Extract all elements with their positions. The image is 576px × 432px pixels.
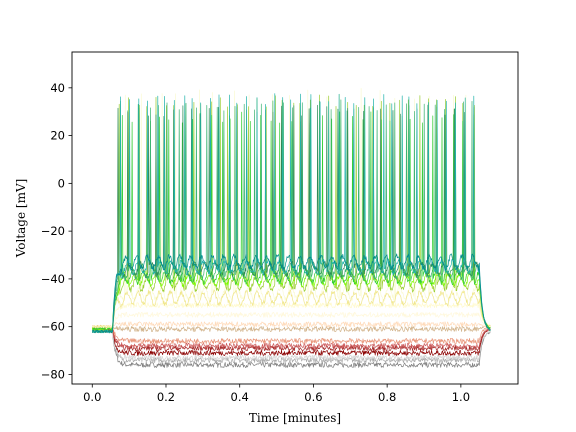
- y-axis-label: Voltage [mV]: [14, 179, 28, 259]
- traces: [91, 87, 491, 368]
- y-tick-label: −60: [41, 320, 65, 334]
- x-tick-label: 0.8: [378, 390, 396, 404]
- y-axis: −80 −60 −40 −20 0 20 40: [41, 81, 72, 381]
- voltage-trace: [91, 302, 491, 329]
- y-tick-label: −40: [41, 272, 65, 286]
- x-tick-label: 0.0: [83, 390, 101, 404]
- voltage-trace: [91, 321, 491, 329]
- voltage-trace: [91, 329, 491, 368]
- x-tick-label: 0.6: [304, 390, 322, 404]
- voltage-trace: [92, 329, 491, 361]
- voltage-trace: [91, 311, 491, 329]
- voltage-trace: [91, 325, 491, 333]
- x-axis-label: Time [minutes]: [249, 411, 341, 425]
- x-axis: 0.0 0.2 0.4 0.6 0.8 1.0: [83, 384, 470, 404]
- y-tick-label: −20: [41, 224, 65, 238]
- x-tick-label: 1.0: [452, 390, 470, 404]
- y-tick-label: 20: [50, 129, 65, 143]
- voltage-trace: [91, 99, 491, 334]
- y-tick-label: 40: [50, 81, 65, 95]
- x-tick-label: 0.4: [231, 390, 249, 404]
- voltage-trace: [91, 324, 491, 344]
- x-tick-label: 0.2: [157, 390, 175, 404]
- y-tick-label: −80: [41, 367, 65, 381]
- voltage-trace: [92, 111, 491, 331]
- y-tick-label: 0: [58, 176, 65, 190]
- plot-frame: [71, 51, 519, 385]
- voltage-trace: [92, 253, 491, 334]
- voltage-trace: [92, 327, 491, 349]
- voltage-trace: [91, 270, 491, 331]
- voltage-trace: [91, 327, 491, 356]
- voltage-trace: [92, 329, 491, 364]
- voltage-trace: [91, 327, 491, 352]
- voltage-trace: [92, 289, 491, 329]
